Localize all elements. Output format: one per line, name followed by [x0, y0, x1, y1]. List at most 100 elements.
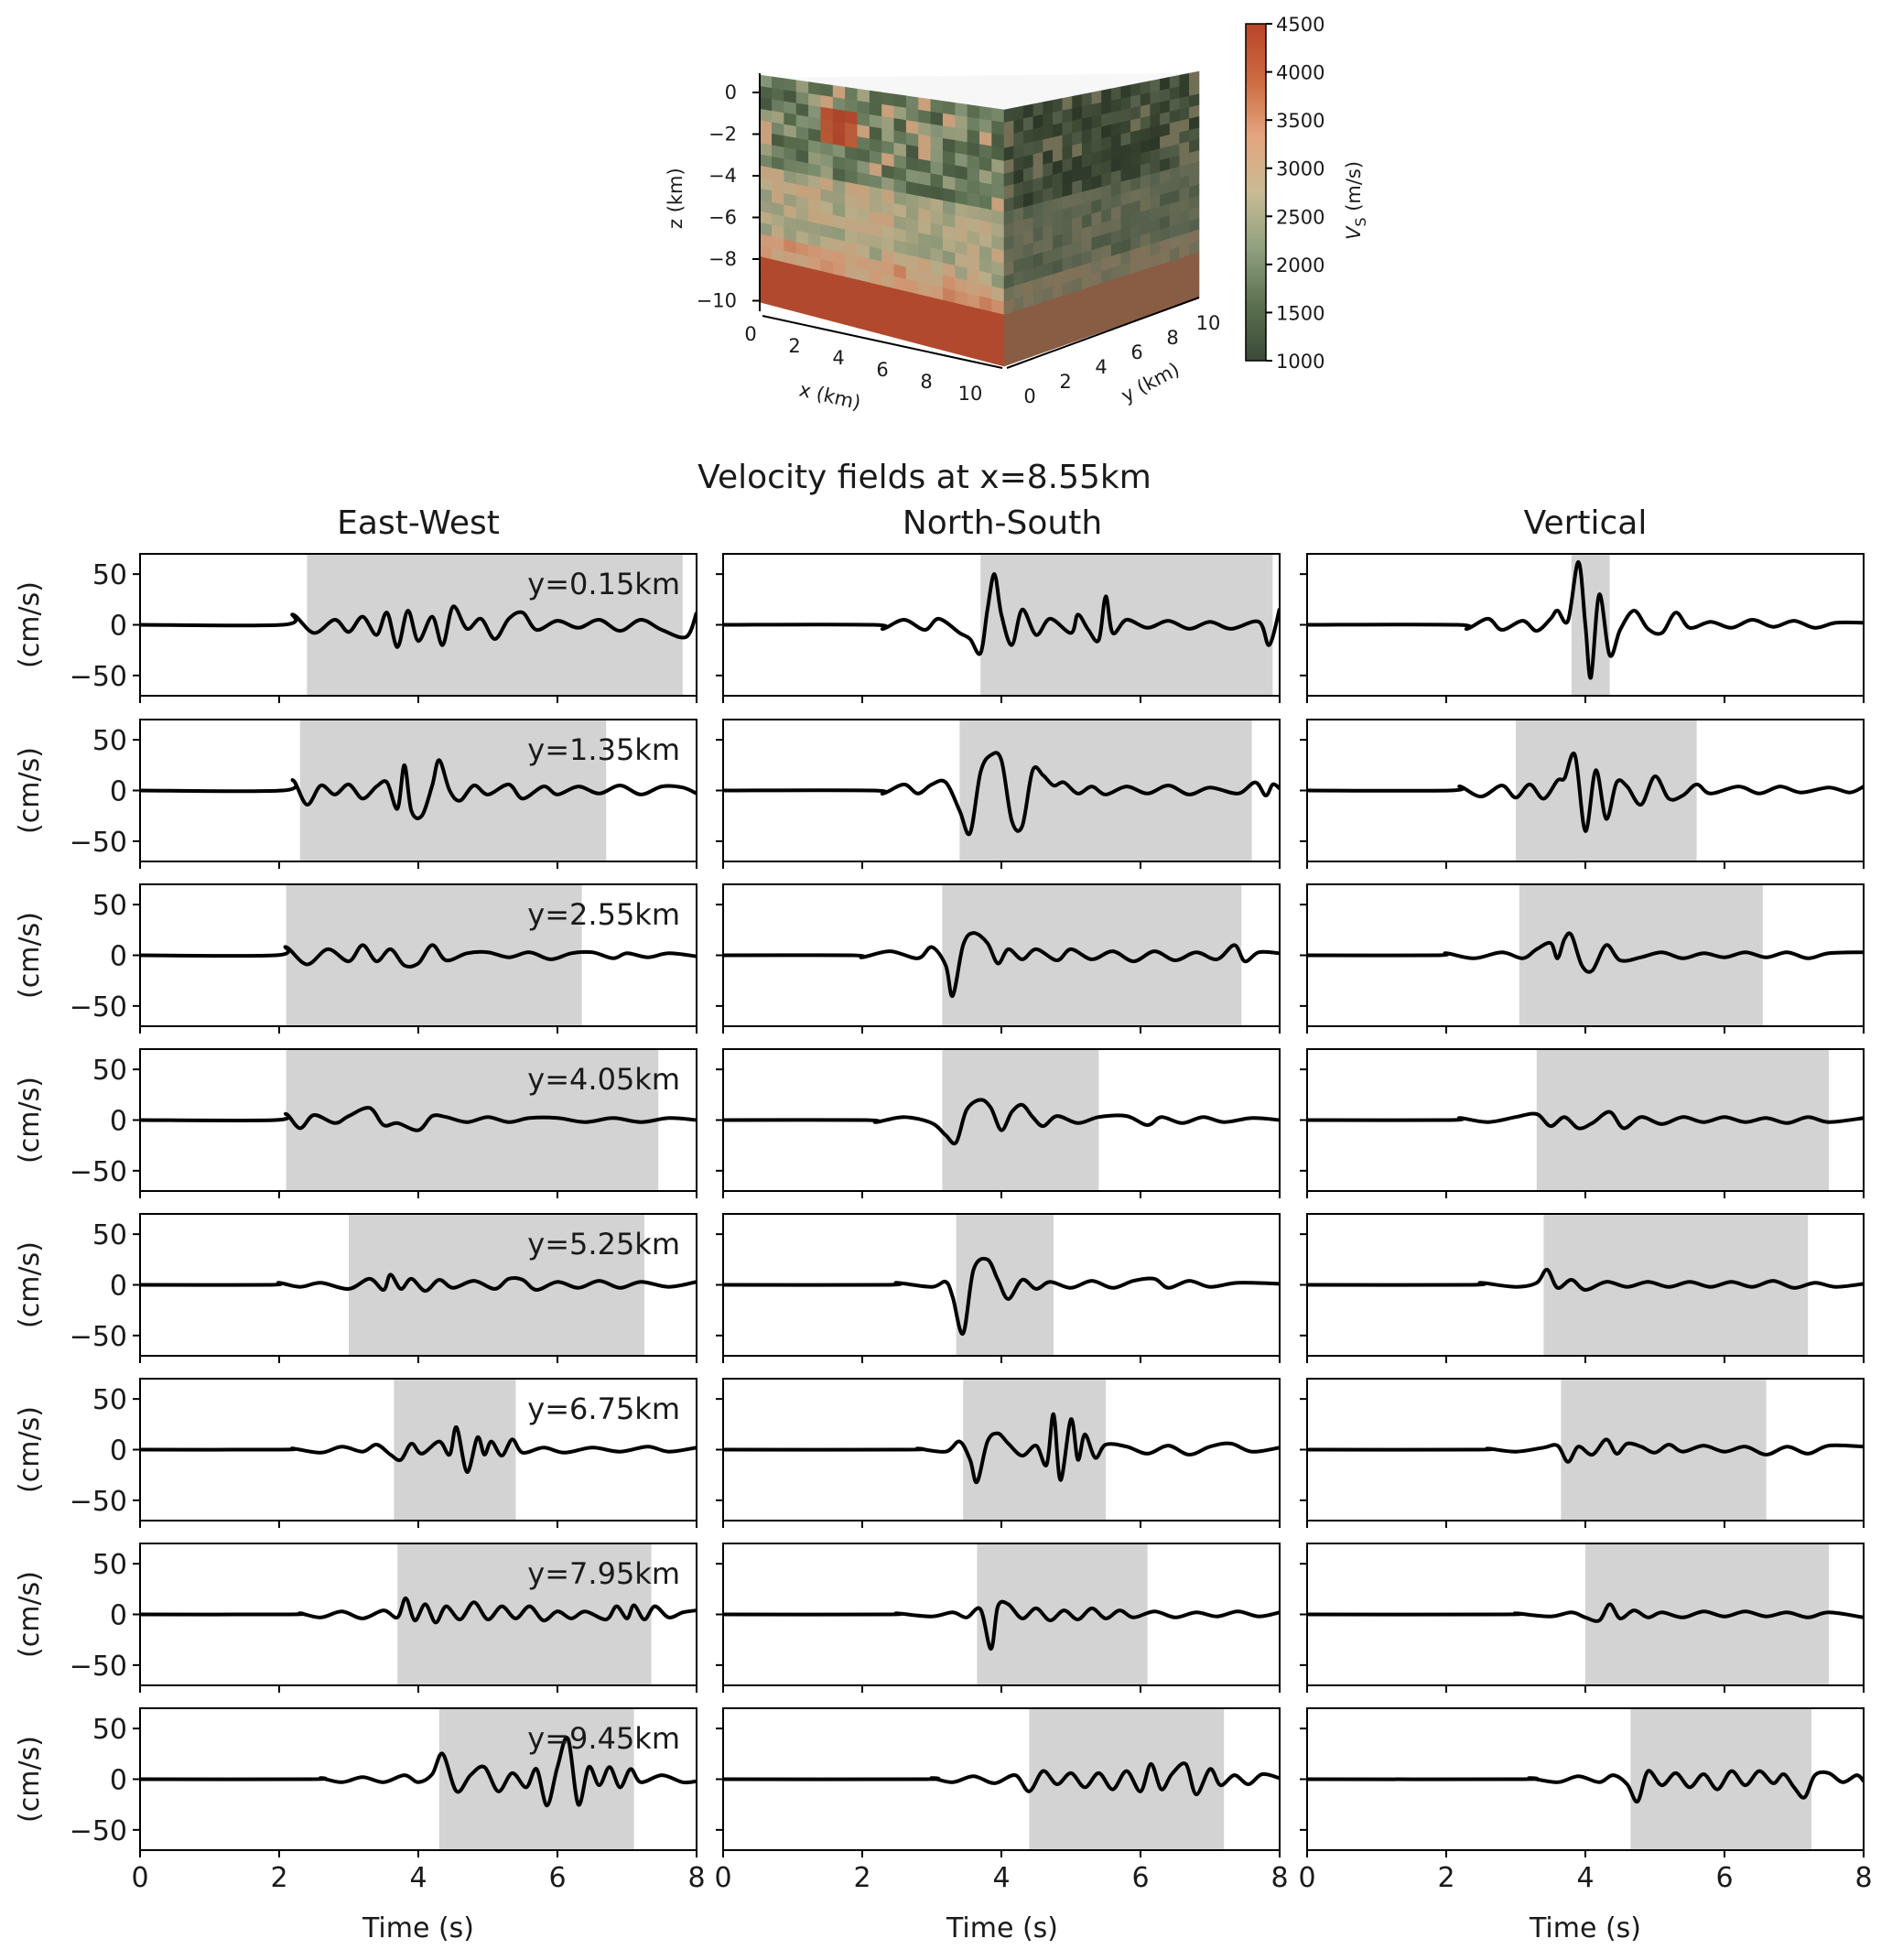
velocity-trace [1307, 931, 1864, 974]
voxel [1013, 105, 1024, 122]
voxel [1169, 74, 1180, 90]
voxel [918, 146, 932, 162]
z-tick-label: −2 [708, 124, 737, 146]
voxel [845, 86, 859, 102]
voxel [881, 140, 895, 156]
velocity-trace [1307, 559, 1864, 680]
cube-front-face [759, 74, 1005, 367]
voxel [784, 90, 797, 104]
voxel [1091, 90, 1102, 105]
voxel [1120, 84, 1131, 100]
voxel [808, 92, 822, 108]
velocity-trace [723, 572, 1280, 656]
velocity-model-3d: 0 −2 −4 −6 −8 −10 0 2 4 6 8 10 0 2 4 6 8 10 x (km) y (km)… [665, 70, 1220, 414]
voxel [759, 74, 773, 89]
y-tick-label: 50 [92, 1219, 127, 1251]
voxel [893, 105, 907, 121]
time-window-shade [286, 884, 582, 1026]
station-label: y=1.35km [527, 732, 680, 767]
colorbar-gradient [1245, 23, 1267, 362]
x-tick-label: 10 [958, 383, 983, 405]
velocity-trace [140, 1106, 697, 1132]
voxel [1062, 120, 1073, 136]
voxel [991, 120, 1005, 136]
y-tick-label: 0 [110, 1271, 127, 1303]
voxel [1072, 93, 1083, 110]
voxel [845, 110, 859, 125]
colorbar-tick-label: 3500 [1276, 110, 1324, 132]
voxel [1052, 98, 1064, 114]
voxel [1032, 102, 1043, 117]
voxel [772, 110, 785, 125]
voxel [881, 152, 895, 168]
voxel [832, 85, 846, 100]
time-window-shade [942, 1049, 1099, 1191]
voxel [991, 146, 1005, 162]
station-label: y=6.75km [527, 1391, 680, 1426]
voxel [991, 158, 1005, 175]
y-axis-label: (cm/s) [14, 747, 46, 834]
voxel [1023, 116, 1034, 132]
waveform-panel: 50 0 −50 (cm/s) y=2.55km [14, 883, 697, 1034]
voxel [1140, 92, 1151, 107]
voxel [1052, 135, 1064, 151]
waveform-panel: 50 0 −50 (cm/s) y=5.25km [14, 1213, 697, 1363]
x-tick-label: 0 [744, 323, 756, 345]
colorbar-tick-label: 1500 [1276, 302, 1324, 324]
voxel [930, 148, 944, 164]
voxel [1003, 120, 1014, 136]
y-axis-label: (cm/s) [14, 912, 46, 999]
waveform-panel [716, 1378, 1281, 1528]
waveform-panel [716, 1213, 1281, 1363]
voxel [893, 142, 907, 157]
velocity-trace [1307, 1437, 1864, 1464]
voxel [832, 96, 846, 112]
voxel [857, 112, 870, 127]
voxel [1081, 92, 1093, 107]
voxel [991, 171, 1005, 188]
voxel [1003, 107, 1014, 124]
voxel [905, 157, 919, 172]
voxel [918, 158, 932, 175]
velocity-trace [723, 1599, 1280, 1651]
x-tick-label: 6 [548, 1862, 566, 1894]
voxel [955, 140, 968, 156]
voxel [1032, 139, 1043, 156]
time-window-shade [1516, 720, 1697, 861]
voxel [881, 103, 895, 119]
voxel [905, 144, 919, 160]
voxel [845, 122, 859, 137]
voxel [845, 98, 859, 114]
voxel [1023, 141, 1034, 157]
y-tick-label: 0 [110, 941, 127, 973]
voxel [1072, 118, 1083, 134]
voxel [1013, 118, 1024, 135]
voxel [930, 173, 944, 190]
y-axis-label: (cm/s) [14, 581, 46, 668]
voxel [930, 135, 944, 152]
velocity-trace [1307, 1110, 1864, 1131]
voxel [832, 120, 846, 135]
voxel [1101, 112, 1112, 127]
x-axis-label: x (km) [797, 378, 863, 414]
voxel [832, 132, 846, 147]
waveform-panel [716, 883, 1281, 1034]
voxel [857, 100, 870, 115]
waveform-panel [1300, 1543, 1865, 1693]
voxel [905, 107, 919, 123]
voxel [1032, 126, 1043, 143]
voxel [967, 154, 980, 170]
voxel [942, 163, 956, 179]
voxel [881, 116, 895, 132]
voxel [795, 114, 809, 129]
velocity-trace [140, 943, 697, 969]
voxel [1023, 128, 1034, 145]
voxel [1043, 136, 1054, 153]
waveform-panel [716, 1543, 1281, 1693]
time-window-shade [959, 720, 1252, 861]
station-label: y=7.95km [527, 1556, 680, 1591]
voxel [857, 88, 870, 103]
voxel [979, 105, 992, 122]
voxel [1189, 70, 1200, 85]
